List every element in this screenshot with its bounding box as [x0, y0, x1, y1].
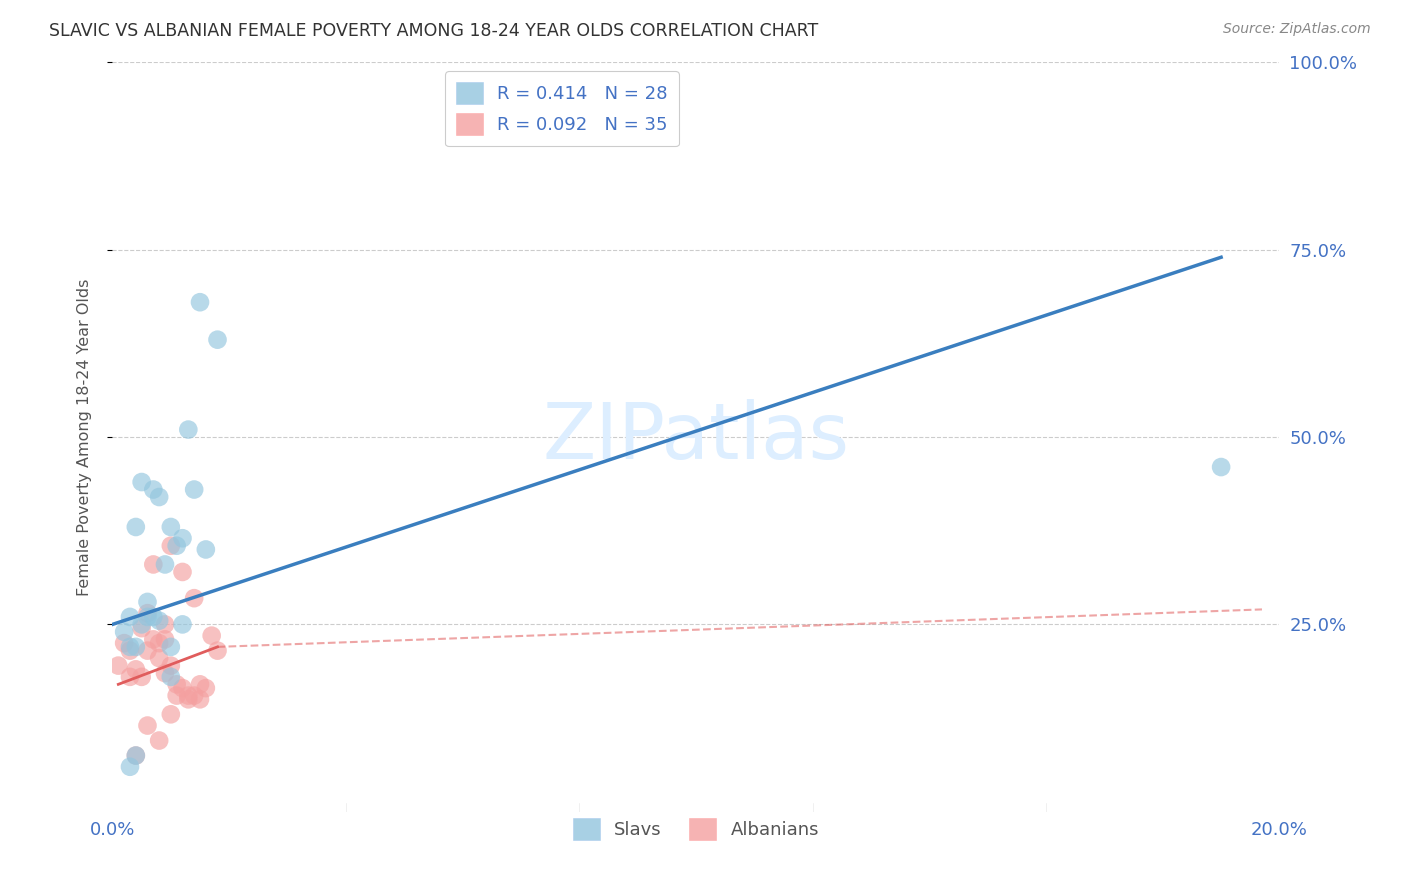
Point [136, 606, 159, 620]
Point [160, 707, 183, 722]
Point [142, 610, 165, 624]
Point [131, 475, 153, 489]
Point [118, 760, 141, 774]
Point [160, 640, 183, 654]
Point [188, 295, 211, 310]
Point [207, 333, 229, 347]
Point [207, 643, 229, 657]
Point [177, 689, 200, 703]
Point [153, 617, 176, 632]
Point [183, 591, 205, 606]
Point [125, 748, 148, 763]
Point [194, 542, 217, 557]
Point [148, 733, 170, 747]
Point [172, 681, 194, 695]
Point [142, 632, 165, 647]
Text: ZIPatlas: ZIPatlas [543, 399, 849, 475]
Point [194, 681, 217, 695]
Point [112, 636, 135, 650]
Point [188, 677, 211, 691]
Point [160, 520, 183, 534]
Text: Source: ZipAtlas.com: Source: ZipAtlas.com [1223, 22, 1371, 37]
Point [153, 558, 176, 572]
Point [136, 643, 159, 657]
Point [172, 617, 194, 632]
Point [166, 677, 188, 691]
Point [118, 610, 141, 624]
Legend: Slavs, Albanians: Slavs, Albanians [565, 811, 827, 847]
Point [172, 531, 194, 545]
Point [177, 423, 200, 437]
Point [107, 658, 129, 673]
Point [131, 617, 153, 632]
Point [142, 483, 165, 497]
Point [160, 539, 183, 553]
Point [118, 643, 141, 657]
Point [153, 666, 176, 681]
Point [160, 670, 183, 684]
Point [148, 490, 170, 504]
Point [188, 692, 211, 706]
Point [125, 520, 148, 534]
Point [177, 692, 200, 706]
Point [148, 614, 170, 628]
Text: SLAVIC VS ALBANIAN FEMALE POVERTY AMONG 18-24 YEAR OLDS CORRELATION CHART: SLAVIC VS ALBANIAN FEMALE POVERTY AMONG … [49, 22, 818, 40]
Point [183, 689, 205, 703]
Point [183, 483, 205, 497]
Point [148, 636, 170, 650]
Point [131, 670, 153, 684]
Point [148, 651, 170, 665]
Point [136, 610, 159, 624]
Point [125, 640, 148, 654]
Point [160, 658, 183, 673]
Point [166, 539, 188, 553]
Point [125, 748, 148, 763]
Point [142, 558, 165, 572]
Point [136, 718, 159, 732]
Point [166, 689, 188, 703]
Point [153, 632, 176, 647]
Point [131, 621, 153, 635]
Point [125, 662, 148, 676]
Point [118, 670, 141, 684]
Point [1209, 460, 1232, 475]
Point [112, 624, 135, 639]
Point [136, 595, 159, 609]
Point [172, 565, 194, 579]
Point [201, 629, 224, 643]
Y-axis label: Female Poverty Among 18-24 Year Olds: Female Poverty Among 18-24 Year Olds [77, 278, 91, 596]
Point [118, 640, 141, 654]
